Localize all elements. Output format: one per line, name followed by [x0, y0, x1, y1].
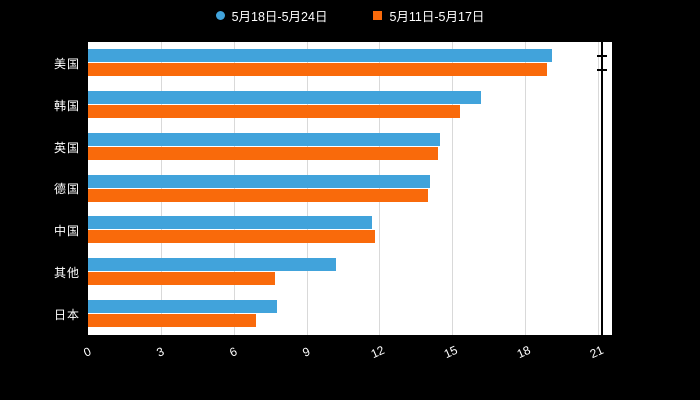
bar-5月11日-5月17日: [88, 63, 547, 76]
right-axis-line: [601, 42, 603, 335]
gridline: [379, 42, 380, 335]
category-label: 中国: [53, 224, 80, 238]
bar-5月11日-5月17日: [88, 230, 375, 243]
axis-dash-mark: [597, 55, 607, 57]
category-label: 日本: [53, 308, 80, 322]
gridline: [525, 42, 526, 335]
bar-5月11日-5月17日: [88, 147, 438, 160]
category-label: 韩国: [53, 99, 80, 113]
category-label: 美国: [53, 57, 80, 71]
x-tick-label: 12: [368, 342, 387, 362]
bar-5月18日-5月24日: [88, 175, 430, 188]
y-axis-labels: 美国韩国英国德国中国其他日本: [8, 42, 80, 335]
category-label: 英国: [53, 141, 80, 155]
x-tick-label: 3: [154, 344, 167, 360]
x-tick-label: 18: [514, 342, 533, 362]
category-label: 德国: [53, 182, 80, 196]
legend-square-marker-icon: [373, 11, 383, 20]
bar-5月18日-5月24日: [88, 258, 336, 271]
legend: 5月18日-5月24日 5月11日-5月17日: [0, 6, 700, 25]
bar-5月18日-5月24日: [88, 49, 552, 62]
legend-label: 5月11日-5月17日: [389, 10, 485, 24]
legend-circle-marker-icon: [215, 11, 225, 20]
axis-dash-mark: [597, 69, 607, 71]
bar-5月18日-5月24日: [88, 300, 277, 313]
bar-5月18日-5月24日: [88, 216, 372, 229]
x-axis-labels: 0 3 6 9 12 15 18 21: [81, 339, 628, 379]
bar-5月11日-5月17日: [88, 189, 428, 202]
x-tick-label: 15: [441, 342, 460, 362]
bar-5月18日-5月24日: [88, 91, 481, 104]
bar-5月11日-5月17日: [88, 314, 256, 327]
gridline: [307, 42, 308, 335]
x-tick-label: 9: [300, 344, 313, 360]
bar-5月11日-5月17日: [88, 272, 275, 285]
gridline: [234, 42, 235, 335]
gridline: [598, 42, 599, 335]
gridline: [452, 42, 453, 335]
x-tick-label: 6: [227, 344, 240, 360]
x-tick-label: 0: [81, 344, 94, 360]
legend-item-may18-24[interactable]: 5月18日-5月24日: [215, 6, 328, 25]
bar-5月11日-5月17日: [88, 105, 460, 118]
plot-area: [88, 42, 612, 337]
category-label: 其他: [53, 266, 80, 280]
x-tick-label: 21: [587, 342, 606, 362]
gridline: [161, 42, 162, 335]
bar-5月18日-5月24日: [88, 133, 440, 146]
legend-label: 5月18日-5月24日: [231, 10, 328, 24]
legend-item-may11-17[interactable]: 5月11日-5月17日: [373, 6, 484, 25]
